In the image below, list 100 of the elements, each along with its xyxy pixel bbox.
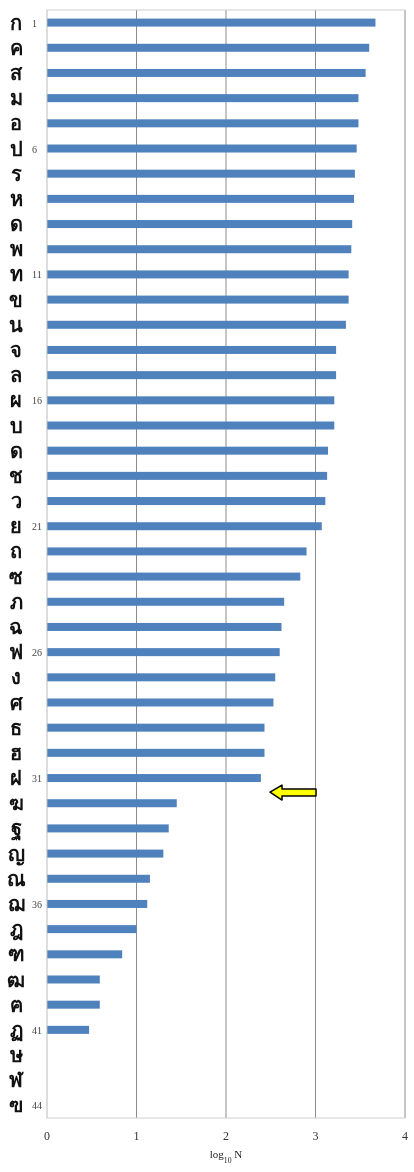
y-tick-label: ณ [6,866,26,891]
y-tick-label: จ [10,337,22,362]
y-tick-label: บ [9,413,23,438]
text: 26 [32,647,42,659]
bar [47,622,282,631]
bar [47,371,337,380]
bar [47,245,352,254]
y-tick-label: ฉ [9,614,23,639]
y-tick-label: ฆ [8,791,24,816]
y-tick-label: ฏ [9,1017,23,1042]
y-tick-label: ฮ [10,740,22,765]
y-tick-label: ว [10,489,22,514]
y-tick-label: ฐ [10,816,22,843]
y-tick-label: ฌ [7,891,25,916]
y-tick-label: ฒ [7,967,25,992]
bar [47,446,329,455]
text: 1 [32,17,37,29]
y-tick-label: ฑ [7,942,25,967]
bar [47,94,359,103]
bar [47,698,274,707]
bar [47,270,349,279]
bar [47,220,353,229]
y-tick-label: ฝ [10,766,22,791]
x-tick-label: 4 [402,1129,408,1143]
bar [47,68,366,77]
y-tick-label: ล [10,363,22,388]
y-tick-label: ซ [9,564,23,589]
y-tick-label: ด [9,212,23,237]
text: 44 [32,1100,42,1112]
bar [47,547,307,556]
bar [47,295,349,304]
y-tick-label: ก [10,10,22,35]
bar [47,119,359,128]
y-tick-label: พ [9,237,23,262]
bar [47,748,265,757]
bar [47,320,346,329]
text: 11 [32,269,42,281]
y-tick-label: ญ [7,841,25,866]
y-tick-label: ช [9,463,23,488]
bar [47,169,355,178]
y-tick-label: ข [9,287,23,312]
bar [47,874,150,883]
y-tick-label: ห [9,186,23,211]
y-tick-label: ส [10,60,23,85]
bar [47,950,123,959]
bar [47,194,354,203]
bar [47,522,322,531]
text: 36 [32,898,42,910]
y-tick-label: อ [10,111,22,136]
y-tick-label: ง [11,665,21,690]
text: 41 [32,1024,42,1036]
x-tick-label: 1 [133,1129,140,1143]
bar [47,648,280,657]
bar [47,774,261,783]
bar [47,18,376,27]
bar [47,497,326,506]
bar [47,899,148,908]
bar [47,849,164,858]
y-tick-label: ษ [9,1043,23,1068]
y-tick-label: ศ [9,690,24,715]
text: 16 [32,395,42,407]
y-tick-label: ฬ [9,1068,24,1093]
text: 6 [32,143,37,155]
text: 21 [32,521,42,533]
y-tick-label: ย [10,514,22,539]
bar [47,723,265,732]
y-tick-label: น [9,312,23,337]
y-tick-label: ท [9,262,23,287]
x-tick-label: 2 [223,1129,229,1143]
bar [47,1000,100,1009]
y-tick-label: ฃ [9,1093,23,1118]
bar [47,144,357,153]
y-tick-label: ธ [10,715,22,740]
y-tick-label: ผ [10,388,22,413]
bar [47,471,328,480]
x-tick-label: 3 [312,1129,319,1143]
y-tick-label: ด [9,438,23,463]
bar [47,597,285,606]
bar [47,799,177,808]
bar [47,396,335,405]
bar [47,43,370,52]
y-tick-label: ฟ [9,640,23,665]
bar [47,925,137,934]
y-tick-label: ภ [9,589,23,614]
y-tick-label: ม [9,86,23,111]
y-tick-label: ค [9,35,23,60]
text: 31 [32,773,42,785]
y-tick-label: ถ [10,539,22,564]
bar [47,572,301,581]
bar [47,421,335,430]
bar [47,345,337,354]
bar [47,824,169,833]
bar [47,975,100,984]
x-axis-title: log$_{10}$ N [209,1148,243,1165]
y-tick-label: ร [10,161,22,186]
y-tick-label: ฎ [9,917,23,942]
bar [47,1025,90,1034]
x-tick-label: 0 [44,1129,50,1143]
y-tick-label: ป [9,136,23,161]
y-tick-label: ฅ [9,992,23,1017]
